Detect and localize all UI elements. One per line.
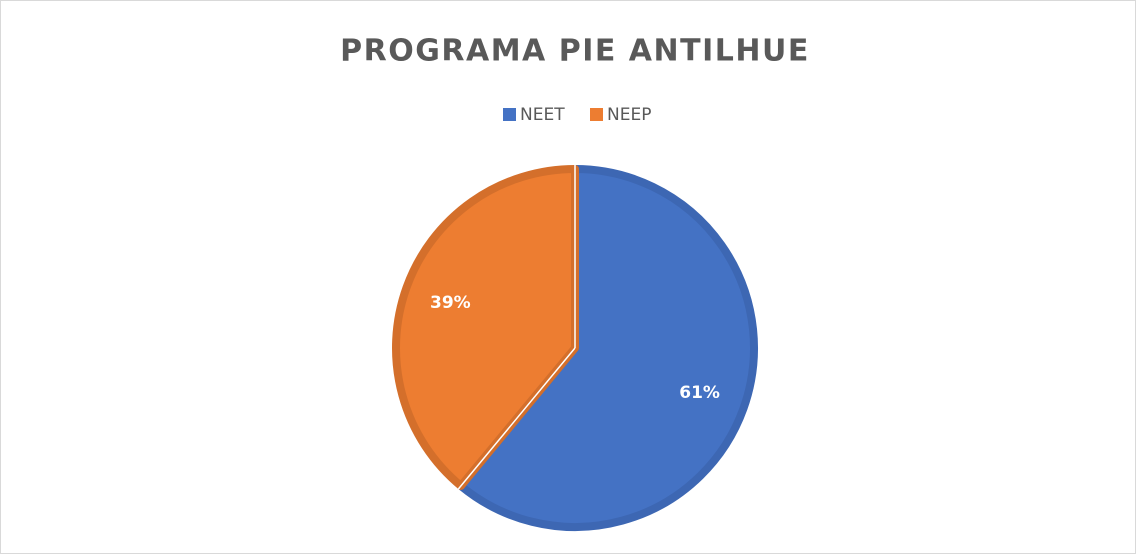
legend-swatch xyxy=(590,108,603,121)
slice-separator xyxy=(457,347,576,490)
pie-slice xyxy=(392,165,579,490)
legend-swatch xyxy=(503,108,516,121)
pie-slice xyxy=(456,165,758,531)
chart-title: PROGRAMA PIE ANTILHUE xyxy=(340,34,810,69)
legend-label: NEET xyxy=(520,105,565,125)
data-label: 61% xyxy=(679,383,720,403)
data-label: 39% xyxy=(430,293,471,313)
legend-label: NEEP xyxy=(607,105,651,125)
